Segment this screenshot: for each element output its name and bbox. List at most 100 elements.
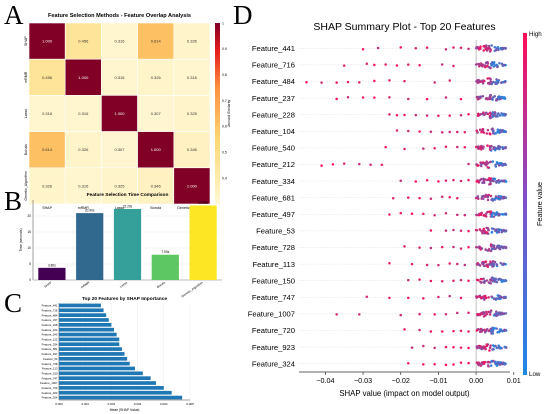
shap-point — [484, 248, 487, 251]
importance-bar — [59, 318, 109, 322]
heatmap-row-label: SHAP — [24, 36, 28, 46]
shap-point — [373, 79, 376, 83]
shap-point — [487, 44, 491, 48]
shap-point — [459, 278, 463, 282]
shap-point — [456, 262, 459, 266]
heatmap-cell — [28, 95, 66, 132]
shap-point — [489, 48, 492, 52]
shap-point — [483, 44, 486, 48]
colorbar-tick-label: 0.8 — [222, 73, 227, 77]
shap-point — [479, 45, 482, 48]
shap-point — [498, 161, 501, 165]
shap-point — [467, 346, 470, 350]
shap-point — [490, 44, 493, 47]
shap-point — [485, 64, 489, 68]
shap-point — [493, 111, 497, 114]
shap-point — [474, 145, 478, 149]
shap-point — [475, 278, 479, 282]
time-x-tick-label: mRMR — [80, 280, 91, 289]
shap-point — [488, 111, 492, 115]
shap-point — [456, 311, 459, 315]
shap-point — [418, 64, 421, 67]
shap-point — [459, 329, 463, 333]
shap-point — [440, 131, 444, 134]
shap-point — [459, 46, 463, 50]
shap-point — [481, 181, 484, 185]
shap-colorbar — [523, 33, 527, 375]
time-bar-value-label: 22.20s — [123, 204, 133, 208]
importance-bar — [59, 322, 112, 327]
shap-point — [403, 79, 406, 83]
shap-feature-label: Feature_923 — [252, 343, 295, 352]
shap-point — [440, 195, 444, 199]
shap-point — [498, 295, 502, 299]
shap-point — [433, 313, 436, 316]
heatmap-cell-value: 0.325 — [114, 183, 125, 188]
shap-point — [490, 295, 493, 298]
shap-point — [358, 162, 361, 166]
shap-point — [474, 63, 478, 66]
importance-bar — [59, 371, 143, 376]
shap-point — [335, 97, 338, 101]
importance-chart-title: Top 20 Features by SHAP Importance — [82, 296, 167, 302]
shap-point — [492, 344, 495, 347]
heatmap-cell — [101, 131, 138, 169]
importance-bar — [59, 356, 128, 361]
importance-y-tick-label: Feature_113 — [42, 367, 58, 371]
shap-x-tick-label: 0.01 — [507, 376, 521, 385]
shap-point — [476, 312, 479, 316]
heatmap-panel: Feature Selection Methods - Feature Over… — [24, 13, 231, 210]
heatmap-row-label: Lasso — [24, 109, 28, 119]
shap-point — [467, 47, 470, 51]
shap-point — [486, 198, 490, 202]
shap-point — [369, 163, 372, 166]
shap-point — [489, 160, 492, 164]
shap-point — [422, 363, 425, 366]
heatmap-cell — [28, 167, 66, 205]
shap-point — [476, 195, 480, 198]
shap-point — [452, 228, 455, 232]
shap-x-label: SHAP value (impact on model output) — [339, 389, 470, 398]
shap-point — [500, 112, 503, 115]
panel-letter-a: A — [4, 0, 24, 30]
shap-point — [480, 362, 484, 366]
shap-point — [388, 113, 391, 116]
shap-point — [485, 97, 488, 100]
shap-point — [485, 312, 489, 316]
shap-point — [482, 177, 485, 181]
shap-point — [480, 164, 483, 168]
colorbar-tick-label: 0.7 — [222, 99, 227, 103]
heatmap-cell — [101, 58, 138, 96]
shap-point — [335, 313, 338, 316]
shap-point — [484, 260, 487, 264]
shap-point — [502, 312, 506, 315]
shap-point — [486, 77, 489, 80]
shap-point — [500, 179, 503, 183]
importance-y-tick-label: Feature_53 — [43, 357, 58, 361]
heatmap-cell-value: 0.456 — [42, 75, 53, 80]
shap-point — [493, 297, 496, 301]
shap-point — [418, 312, 421, 316]
shap-point — [483, 329, 487, 332]
shap-point — [498, 277, 502, 281]
shap-point — [503, 295, 507, 299]
importance-bar — [59, 395, 183, 400]
importance-y-tick-label: Feature_540 — [42, 333, 58, 337]
importance-x-tick-label: 0.000 — [55, 402, 63, 406]
shap-point — [496, 81, 500, 84]
shap-feature-label: Feature_212 — [252, 160, 295, 169]
shap-point — [504, 146, 507, 149]
heatmap-cell-value: 0.325 — [187, 111, 198, 116]
colorbar-gradient — [215, 23, 220, 204]
shap-point — [475, 361, 479, 364]
shap-point — [503, 328, 506, 332]
colorbar-tick-label: 0.5 — [222, 151, 227, 155]
shap-feature-label: Feature_53 — [256, 227, 295, 236]
shap-point — [497, 164, 501, 167]
heatmap-cell-value: 1.000 — [187, 183, 198, 188]
shap-point — [498, 128, 502, 132]
shap-point — [486, 128, 490, 132]
heatmap-cell-value: 0.326 — [78, 147, 89, 152]
shap-point — [361, 48, 365, 51]
shap-point — [486, 166, 490, 169]
